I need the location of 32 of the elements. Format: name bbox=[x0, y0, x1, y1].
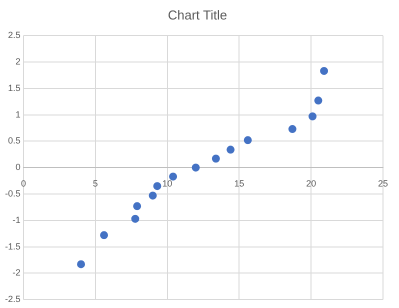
point bbox=[192, 164, 200, 172]
y-tick-label: 0.5 bbox=[8, 136, 21, 146]
point bbox=[320, 66, 328, 75]
chart-title: Chart Title bbox=[168, 7, 228, 22]
y-tick-label: 2.5 bbox=[8, 30, 21, 40]
point bbox=[314, 96, 322, 105]
point bbox=[308, 112, 317, 120]
point bbox=[212, 154, 220, 163]
y-tick-label: 2 bbox=[15, 56, 21, 66]
y-tick-label: -1.5 bbox=[4, 241, 21, 252]
point bbox=[148, 192, 157, 200]
x-tick-label: 5 bbox=[92, 178, 98, 188]
point bbox=[153, 182, 162, 190]
y-tick-label: 1.5 bbox=[8, 82, 21, 93]
y-tick-label: -0.5 bbox=[4, 188, 21, 198]
x-tick-label: 10 bbox=[162, 178, 172, 188]
point bbox=[100, 231, 108, 240]
point bbox=[133, 202, 142, 210]
point bbox=[77, 260, 86, 268]
y-tick-label: -2 bbox=[12, 268, 21, 278]
y-tick-label: 0 bbox=[15, 162, 21, 172]
y-tick-label: -1 bbox=[12, 214, 21, 225]
y-tick-label: 1 bbox=[15, 109, 21, 120]
point bbox=[169, 172, 178, 181]
point bbox=[226, 146, 235, 154]
x-tick-label: 25 bbox=[378, 178, 388, 188]
point bbox=[288, 125, 296, 134]
y-tick-label: -2.5 bbox=[4, 294, 21, 304]
x-tick-label: 15 bbox=[234, 178, 244, 188]
point bbox=[244, 136, 252, 144]
point bbox=[131, 214, 140, 223]
x-tick-label: 20 bbox=[306, 178, 316, 188]
